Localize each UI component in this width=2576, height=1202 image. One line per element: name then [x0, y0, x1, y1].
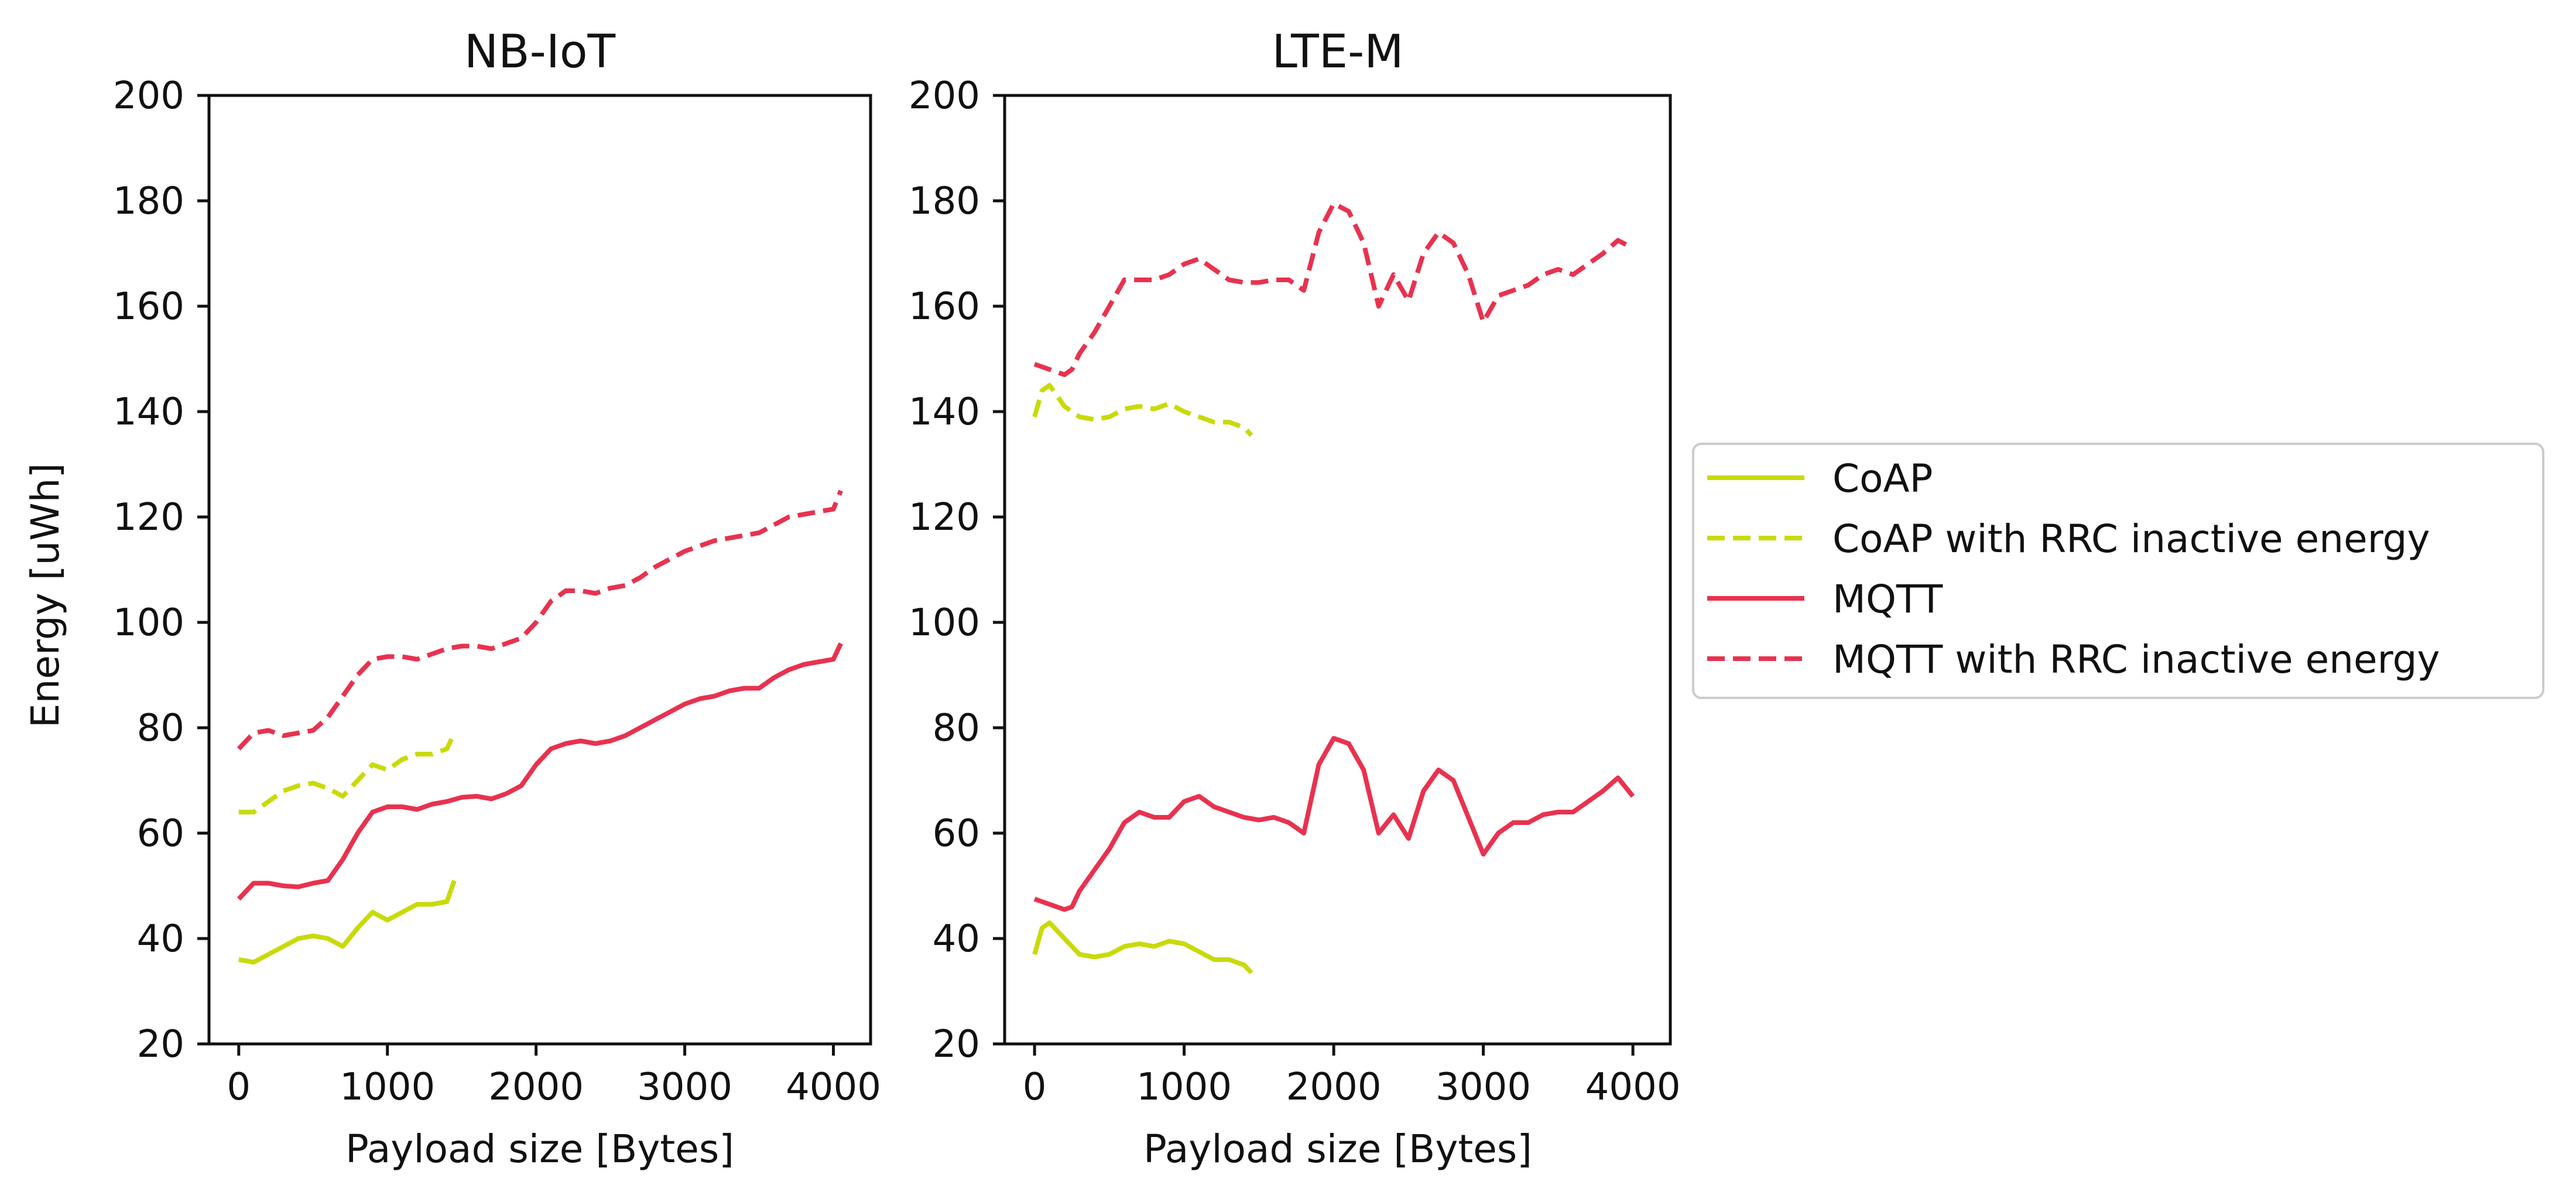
- x-tick-label: 4000: [786, 1066, 881, 1109]
- y-tick-label: 100: [909, 601, 980, 645]
- series-line-coap-with-rrc-inactive-energy: [238, 732, 457, 814]
- axes-frame: [207, 94, 872, 1046]
- legend-item-coap-with-rrc-inactive-energy: CoAP with RRC inactive energy: [1707, 516, 2430, 561]
- x-tick-label: 1000: [340, 1066, 435, 1109]
- legend-label: MQTT: [1832, 577, 1943, 622]
- legend-label: CoAP with RRC inactive energy: [1832, 516, 2430, 561]
- y-tick-label: 60: [137, 812, 184, 855]
- panel-title: NB-IoT: [464, 26, 616, 78]
- y-tick-label: 80: [933, 707, 980, 750]
- y-tick-label: 140: [909, 391, 980, 434]
- x-tick-label: 3000: [1436, 1066, 1531, 1109]
- y-tick-label: 60: [933, 812, 980, 855]
- series-line-coap-with-rrc-inactive-energy: [1032, 383, 1253, 437]
- series-line-mqtt: [237, 642, 843, 901]
- legend-item-mqtt: MQTT: [1707, 577, 1943, 622]
- y-tick-label: 180: [909, 180, 980, 223]
- y-tick-label: 200: [113, 74, 184, 118]
- y-tick-label: 20: [933, 1023, 980, 1066]
- x-axis-label: Payload size [Bytes]: [1143, 1126, 1532, 1172]
- legend-label: CoAP: [1832, 456, 1933, 501]
- panel-title: LTE-M: [1272, 26, 1403, 78]
- axes-frame: [1003, 94, 1672, 1046]
- legend-item-mqtt-with-rrc-inactive-energy: MQTT with RRC inactive energy: [1707, 637, 2440, 682]
- series-line-coap: [238, 879, 457, 965]
- x-tick-label: 1000: [1136, 1066, 1232, 1109]
- x-tick-label: 0: [227, 1066, 251, 1109]
- y-tick-label: 40: [137, 917, 184, 961]
- legend: CoAP CoAP with RRC inactive energy MQTT MQT…: [1692, 443, 2544, 699]
- x-tick-label: 2000: [1286, 1066, 1382, 1109]
- x-tick-label: 2000: [488, 1066, 584, 1109]
- y-tick-label: 140: [113, 391, 184, 434]
- y-tick-label: 40: [933, 917, 980, 961]
- y-tick-label: 180: [113, 180, 184, 223]
- panel-lte-m: LTE-M Payload size [Bytes] 0 1000 2000 3000…: [909, 26, 1681, 1172]
- panel-nb-iot: NB-IoT Payload size [Bytes] Energy [uWh]…: [23, 26, 881, 1172]
- y-axis-label: Energy [uWh]: [23, 463, 68, 728]
- y-tick-label: 100: [113, 601, 184, 645]
- x-axis-label: Payload size [Bytes]: [345, 1126, 734, 1172]
- legend-label: MQTT with RRC inactive energy: [1832, 637, 2440, 682]
- x-tick-label: 4000: [1585, 1066, 1681, 1109]
- series-line-mqtt: [1033, 736, 1635, 912]
- x-tick-label: 0: [1023, 1066, 1047, 1109]
- legend-item-coap: CoAP: [1707, 456, 1933, 501]
- y-tick-label: 20: [137, 1023, 184, 1066]
- plot-area: 0 1000 2000 3000 4000 20 40 60 80 100 120 140 160 180…: [909, 74, 1681, 1109]
- x-tick-label: 3000: [637, 1066, 732, 1109]
- y-tick-label: 120: [113, 496, 184, 539]
- series-line-mqtt-with-rrc-inactive-energy: [237, 489, 843, 751]
- plot-area: 0 1000 2000 3000 4000 20 40 60 80 100 120 140 160 180…: [113, 74, 881, 1109]
- y-tick-label: 160: [113, 285, 184, 328]
- series-line-mqtt-with-rrc-inactive-energy: [1033, 201, 1634, 377]
- legend-frame: [1692, 443, 2544, 699]
- y-tick-label: 160: [909, 285, 980, 328]
- y-tick-label: 80: [137, 707, 184, 750]
- y-tick-label: 120: [909, 496, 980, 539]
- series-line-coap: [1032, 920, 1253, 975]
- y-tick-label: 200: [909, 74, 980, 118]
